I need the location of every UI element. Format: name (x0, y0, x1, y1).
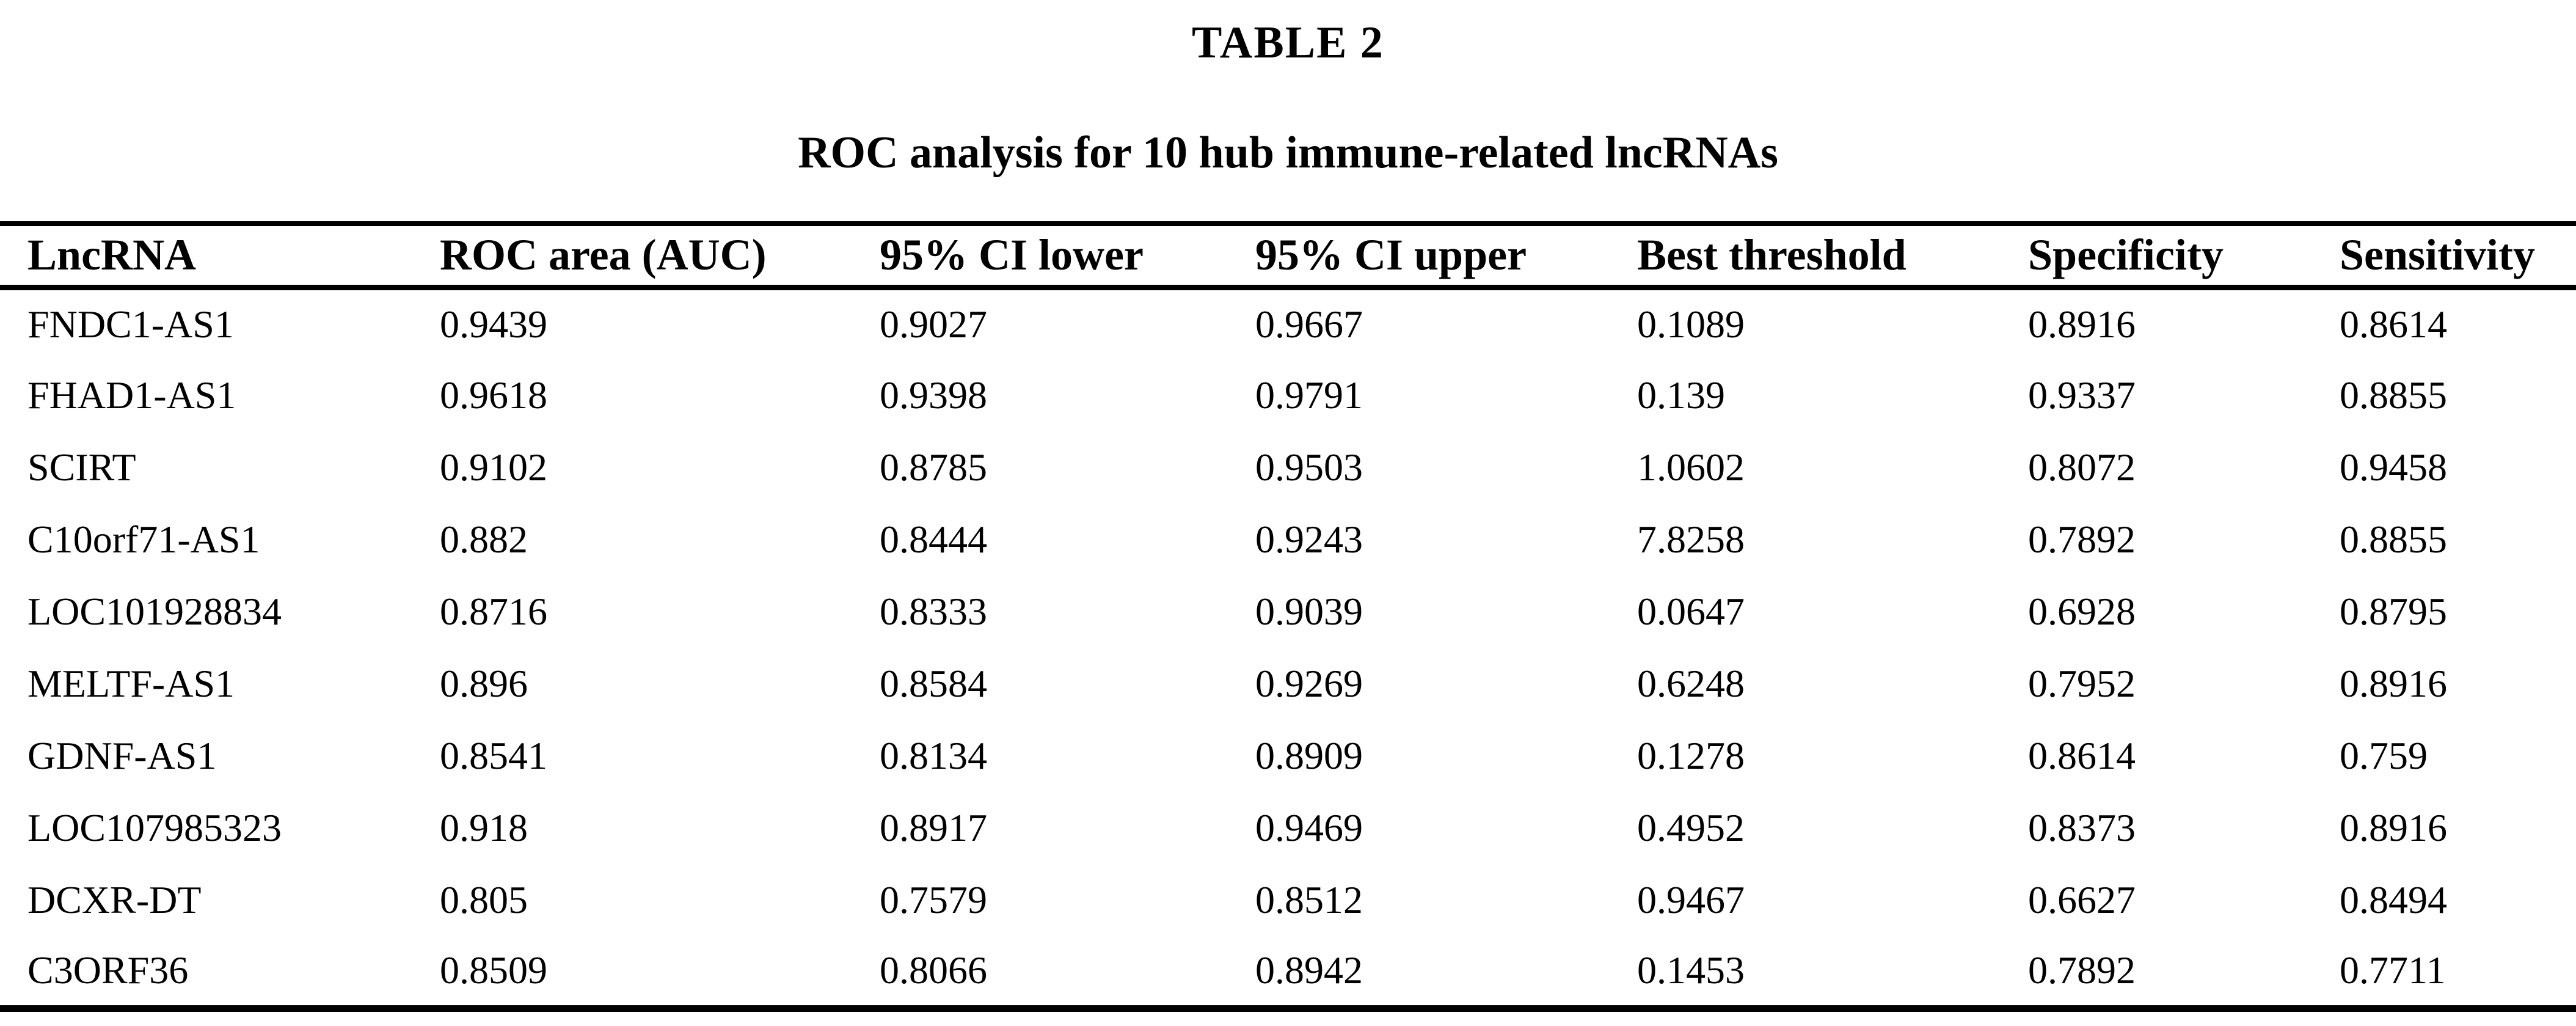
table-row: SCIRT 0.9102 0.8785 0.9503 1.0602 0.8072 0.945… (0, 431, 2576, 504)
value-cell-best-threshold: 0.6248 (1637, 662, 1745, 705)
value-cell-ci-95-lower: 0.8584 (880, 662, 987, 705)
table-number-heading: TABLE 2 (1192, 18, 1384, 68)
column-header-sensitivity: Sensitivity (2340, 224, 2576, 290)
value-cell-ci-95-lower: 0.7579 (880, 878, 987, 922)
table-body: FNDC1-AS1 0.9439 0.9027 0.9667 0.1089 0.8916 0… (0, 287, 2576, 1008)
column-header-lncrna: LncRNA (0, 224, 440, 290)
table-row: MELTF-AS1 0.896 0.8584 0.9269 0.6248 0.7952 0.… (0, 648, 2576, 720)
value-cell-roc-area-auc: 0.9439 (440, 302, 547, 346)
value-cell-sensitivity: 0.8916 (2340, 662, 2447, 705)
value-cell-best-threshold: 0.1278 (1637, 734, 1745, 777)
value-cell-specificity: 0.8916 (2028, 302, 2136, 346)
value-cell-roc-area-auc: 0.8716 (440, 590, 547, 633)
value-cell-specificity: 0.7892 (2028, 948, 2136, 992)
value-cell-ci-95-upper: 0.9791 (1255, 373, 1363, 417)
table-row: LOC101928834 0.8716 0.8333 0.9039 0.0647 0.69… (0, 576, 2576, 648)
value-cell-sensitivity: 0.8916 (2340, 806, 2447, 849)
value-cell-ci-95-upper: 0.9243 (1255, 518, 1363, 561)
value-cell-roc-area-auc: 0.896 (440, 662, 528, 705)
value-cell-roc-area-auc: 0.882 (440, 518, 528, 561)
value-cell-ci-95-lower: 0.8066 (880, 948, 987, 992)
value-cell-ci-95-lower: 0.9027 (880, 302, 987, 346)
value-cell-ci-95-lower: 0.8444 (880, 518, 987, 561)
lncrna-name-cell: C3ORF36 (27, 948, 189, 992)
lncrna-name-cell: LOC101928834 (27, 590, 282, 633)
value-cell-specificity: 0.7952 (2028, 662, 2136, 705)
table-header: LncRNA ROC area (AUC) 95% CI lower 95% CI u… (0, 224, 2576, 290)
value-cell-ci-95-lower: 0.9398 (880, 373, 987, 417)
value-cell-specificity: 0.6627 (2028, 878, 2136, 922)
value-cell-roc-area-auc: 0.9102 (440, 445, 547, 489)
value-cell-ci-95-lower: 0.8785 (880, 445, 987, 489)
value-cell-specificity: 0.8614 (2028, 734, 2136, 777)
column-header-ci-95-upper: 95% CI upper (1255, 224, 1637, 290)
value-cell-ci-95-upper: 0.8512 (1255, 878, 1363, 922)
value-cell-ci-95-upper: 0.9269 (1255, 662, 1363, 705)
lncrna-name-cell: SCIRT (27, 445, 136, 489)
column-header-specificity: Specificity (2028, 224, 2340, 290)
value-cell-roc-area-auc: 0.9618 (440, 373, 547, 417)
table-row: C10orf71-AS1 0.882 0.8444 0.9243 7.8258 0.789… (0, 504, 2576, 576)
table-caption: ROC analysis for 10 hub immune-related l… (798, 128, 1778, 178)
lncrna-name-cell: MELTF-AS1 (27, 662, 235, 705)
header-row: LncRNA ROC area (AUC) 95% CI lower 95% CI u… (0, 224, 2576, 290)
value-cell-ci-95-upper: 0.8942 (1255, 948, 1363, 992)
value-cell-ci-95-lower: 0.8333 (880, 590, 987, 633)
value-cell-ci-95-upper: 0.9503 (1255, 445, 1363, 489)
value-cell-ci-95-upper: 0.9667 (1255, 302, 1363, 346)
value-cell-roc-area-auc: 0.8509 (440, 948, 547, 992)
value-cell-specificity: 0.8373 (2028, 806, 2136, 849)
lncrna-name-cell: FNDC1-AS1 (27, 302, 234, 346)
column-header-ci-95-lower: 95% CI lower (880, 224, 1255, 290)
value-cell-sensitivity: 0.8855 (2340, 518, 2447, 561)
value-cell-best-threshold: 0.139 (1637, 373, 1725, 417)
value-cell-best-threshold: 0.1089 (1637, 302, 1745, 346)
lncrna-name-cell: C10orf71-AS1 (27, 518, 260, 561)
value-cell-roc-area-auc: 0.8541 (440, 734, 547, 777)
value-cell-best-threshold: 0.9467 (1637, 878, 1745, 922)
table-row: FHAD1-AS1 0.9618 0.9398 0.9791 0.139 0.9337 0.… (0, 359, 2576, 431)
value-cell-best-threshold: 7.8258 (1637, 518, 1745, 561)
value-cell-sensitivity: 0.8614 (2340, 302, 2447, 346)
column-header-best-threshold: Best threshold (1637, 224, 2028, 290)
value-cell-sensitivity: 0.759 (2340, 734, 2428, 777)
value-cell-specificity: 0.8072 (2028, 445, 2136, 489)
column-header-roc-area-auc: ROC area (AUC) (440, 224, 880, 290)
value-cell-sensitivity: 0.8855 (2340, 373, 2447, 417)
value-cell-best-threshold: 1.0602 (1637, 445, 1745, 489)
value-cell-specificity: 0.6928 (2028, 590, 2136, 633)
value-cell-ci-95-upper: 0.8909 (1255, 734, 1363, 777)
table-row: FNDC1-AS1 0.9439 0.9027 0.9667 0.1089 0.8916 0… (0, 287, 2576, 359)
table-row: C3ORF36 0.8509 0.8066 0.8942 0.1453 0.7892 0.7… (0, 936, 2576, 1008)
table-row: LOC107985323 0.918 0.8917 0.9469 0.4952 0.837… (0, 792, 2576, 864)
table-row: DCXR-DT 0.805 0.7579 0.8512 0.9467 0.6627 0.84… (0, 864, 2576, 936)
value-cell-best-threshold: 0.1453 (1637, 948, 1745, 992)
lncrna-name-cell: FHAD1-AS1 (27, 373, 236, 417)
value-cell-ci-95-lower: 0.8134 (880, 734, 987, 777)
value-cell-best-threshold: 0.0647 (1637, 590, 1745, 633)
value-cell-sensitivity: 0.8795 (2340, 590, 2447, 633)
value-cell-sensitivity: 0.8494 (2340, 878, 2447, 922)
value-cell-sensitivity: 0.9458 (2340, 445, 2447, 489)
table-row: GDNF-AS1 0.8541 0.8134 0.8909 0.1278 0.8614 0.… (0, 720, 2576, 792)
value-cell-specificity: 0.9337 (2028, 373, 2136, 417)
roc-analysis-table: LncRNA ROC area (AUC) 95% CI lower 95% CI u… (0, 221, 2576, 1012)
lncrna-name-cell: GDNF-AS1 (27, 734, 217, 777)
value-cell-specificity: 0.7892 (2028, 518, 2136, 561)
value-cell-roc-area-auc: 0.805 (440, 878, 528, 922)
lncrna-name-cell: LOC107985323 (27, 806, 282, 849)
value-cell-ci-95-lower: 0.8917 (880, 806, 987, 849)
value-cell-sensitivity: 0.7711 (2340, 948, 2446, 992)
lncrna-name-cell: DCXR-DT (27, 878, 202, 922)
value-cell-roc-area-auc: 0.918 (440, 806, 528, 849)
value-cell-best-threshold: 0.4952 (1637, 806, 1745, 849)
value-cell-ci-95-upper: 0.9469 (1255, 806, 1363, 849)
value-cell-ci-95-upper: 0.9039 (1255, 590, 1363, 633)
